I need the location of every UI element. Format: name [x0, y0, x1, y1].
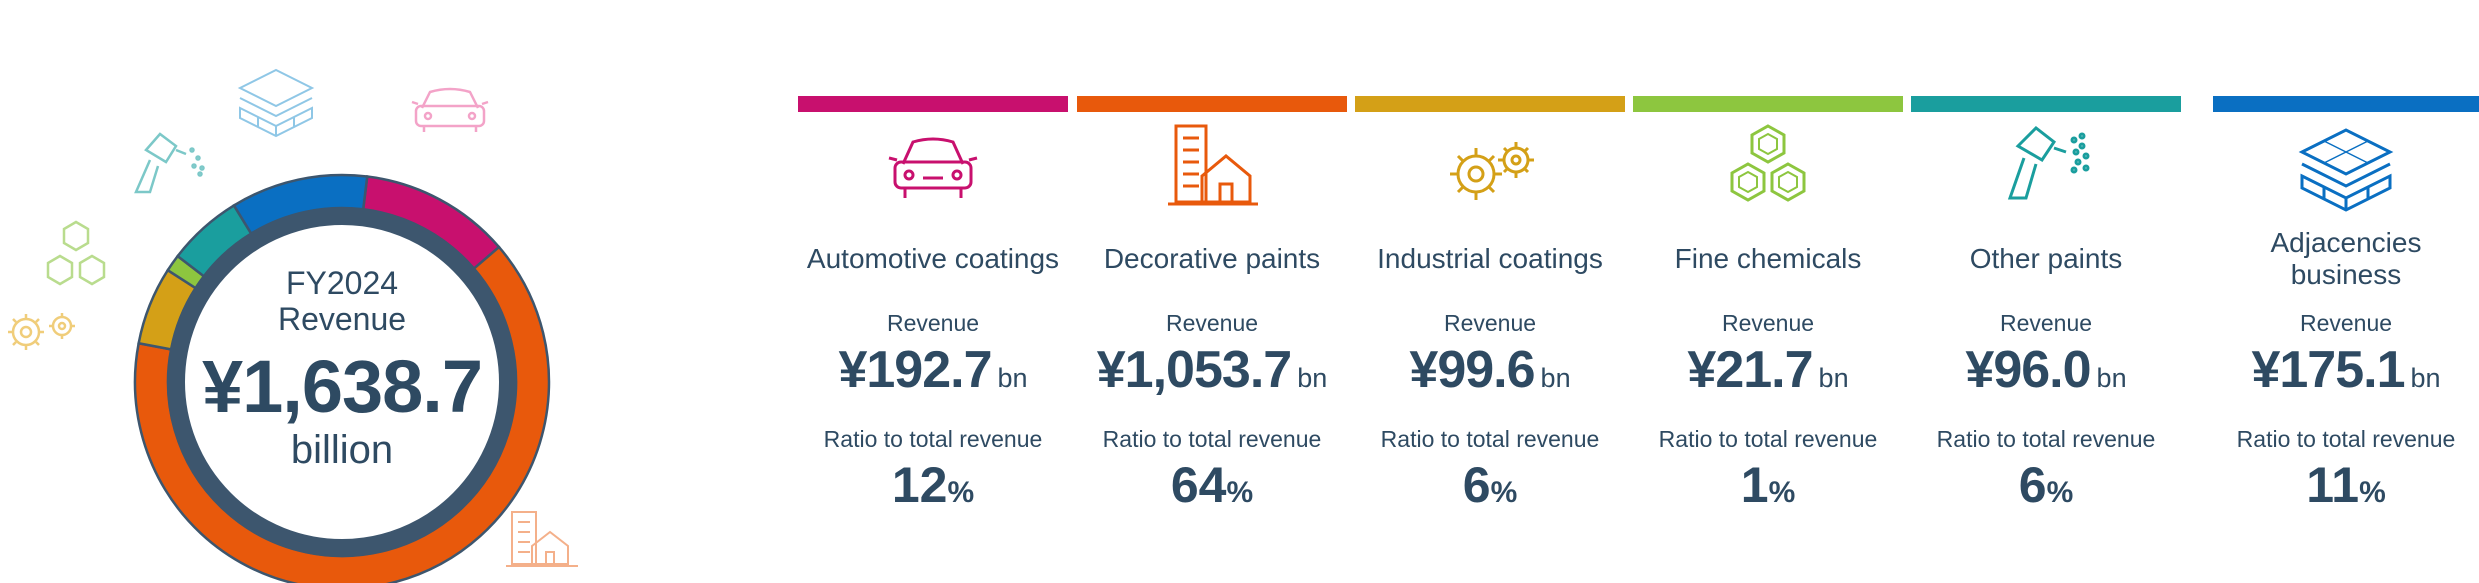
segment-name: Other paints	[1969, 243, 2123, 274]
ratio-value: 6%	[1911, 456, 2181, 514]
ratio-value: 11%	[2213, 456, 2479, 514]
segment-industrial-coatings: Industrial coatings Revenue ¥99.6 bn Rati…	[1355, 96, 1625, 513]
revenue-center-label: Revenue	[277, 301, 407, 337]
spray-gun-icon	[2007, 126, 2090, 200]
ratio-number: 6	[1462, 457, 1491, 513]
ratio-number: 11	[2306, 457, 2360, 513]
revenue-label: Revenue	[886, 310, 980, 336]
revenue-number: ¥192.7	[838, 341, 992, 399]
revenue-number: ¥1,053.7	[1096, 341, 1292, 399]
layered-grid-icon	[2298, 128, 2394, 212]
gears-icon	[1450, 142, 1534, 200]
ratio-label: Ratio to total revenue	[1102, 426, 1322, 452]
revenue-number: ¥96.0	[1965, 341, 2091, 399]
revenue-value: ¥96.0 bn	[1911, 340, 2181, 400]
ratio-value: 12%	[798, 456, 1068, 514]
building-house-icon	[1168, 124, 1258, 206]
ratio-label: Ratio to total revenue	[1658, 426, 1878, 452]
revenue-unit: bn	[1818, 363, 1849, 393]
revenue-value: ¥21.7 bn	[1633, 340, 1903, 400]
hexagon-molecule-icon	[1730, 124, 1806, 202]
ratio-value: 6%	[1355, 456, 1625, 514]
revenue-label: Revenue	[1443, 310, 1537, 336]
ratio-label: Ratio to total revenue	[1936, 426, 2156, 452]
donut-inner-ring	[167, 207, 517, 557]
segment-name: Automotive coatings	[806, 243, 1060, 274]
ratio-percent: %	[1226, 476, 1254, 509]
building-house-icon	[506, 511, 578, 567]
spray-gun-icon	[134, 132, 205, 194]
ratio-value: 1%	[1633, 456, 1903, 514]
segment-color-bar	[1077, 96, 1347, 112]
ratio-number: 6	[2018, 457, 2047, 513]
revenue-unit: bn	[1540, 363, 1571, 393]
revenue-unit: bn	[2096, 363, 2127, 393]
segment-name: Fine chemicals	[1674, 243, 1862, 274]
fiscal-year-label: FY2024	[285, 265, 399, 301]
revenue-unit: bn	[2410, 363, 2441, 393]
segment-color-bar	[798, 96, 1068, 112]
ratio-percent: %	[1768, 476, 1796, 509]
ratio-percent: %	[1490, 476, 1518, 509]
revenue-number: ¥21.7	[1687, 341, 1813, 399]
segment-color-bar	[2213, 96, 2479, 112]
ratio-label: Ratio to total revenue	[1380, 426, 1600, 452]
segment-name: Adjacencies business	[2270, 227, 2422, 290]
revenue-label: Revenue	[1999, 310, 2093, 336]
segment-adjacencies-business: Adjacencies business Revenue ¥175.1 bn Ra…	[2213, 96, 2479, 513]
car-icon	[411, 87, 489, 132]
ratio-label: Ratio to total revenue	[823, 426, 1043, 452]
revenue-value: ¥192.7 bn	[798, 340, 1068, 400]
segment-fine-chemicals: Fine chemicals Revenue ¥21.7 bn Ratio to …	[1633, 96, 1903, 513]
gears-icon	[8, 313, 75, 350]
ratio-label: Ratio to total revenue	[2236, 426, 2456, 452]
hexagon-molecule-icon	[46, 220, 106, 286]
revenue-value: ¥99.6 bn	[1355, 340, 1625, 400]
ratio-percent: %	[2046, 476, 2074, 509]
revenue-label: Revenue	[1165, 310, 1259, 336]
ratio-number: 64	[1170, 457, 1227, 513]
total-revenue-value: ¥1,638.7	[201, 345, 483, 428]
revenue-label: Revenue	[1721, 310, 1815, 336]
segment-name: Industrial coatings	[1377, 243, 1603, 274]
segment-name: Decorative paints	[1103, 243, 1321, 274]
revenue-number: ¥99.6	[1409, 341, 1535, 399]
total-revenue-unit: billion	[290, 428, 394, 472]
segment-other-paints: Other paints Revenue ¥96.0 bn Ratio to to…	[1911, 96, 2181, 513]
revenue-unit: bn	[997, 363, 1028, 393]
revenue-label: Revenue	[2299, 310, 2393, 336]
segment-color-bar	[1355, 96, 1625, 112]
car-icon	[888, 137, 978, 198]
revenue-value: ¥1,053.7 bn	[1077, 340, 1347, 400]
layered-grid-icon	[237, 68, 315, 138]
revenue-number: ¥175.1	[2251, 341, 2405, 399]
segment-automotive-coatings: Automotive coatings Revenue ¥192.7 bn Rat…	[798, 96, 1068, 513]
ratio-number: 12	[891, 457, 948, 513]
donut-chart	[8, 68, 578, 583]
ratio-percent: %	[2359, 476, 2386, 509]
segment-decorative-paints: Decorative paints Revenue ¥1,053.7 bn Rat…	[1077, 96, 1347, 513]
segment-color-bar	[1633, 96, 1903, 112]
ratio-number: 1	[1740, 457, 1769, 513]
revenue-unit: bn	[1297, 363, 1328, 393]
ratio-value: 64%	[1077, 456, 1347, 514]
ratio-percent: %	[947, 476, 975, 509]
revenue-value: ¥175.1 bn	[2213, 340, 2479, 400]
segment-color-bar	[1911, 96, 2181, 112]
